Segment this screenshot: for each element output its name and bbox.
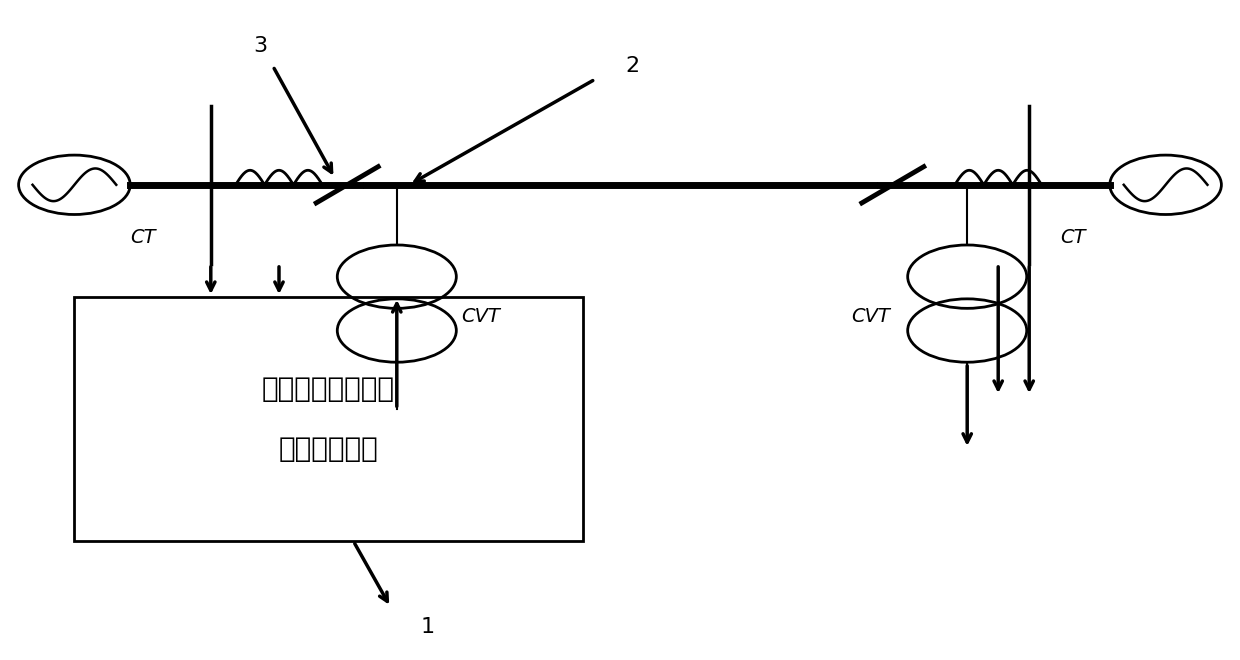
- Text: 3: 3: [253, 36, 268, 56]
- Text: CVT: CVT: [852, 308, 890, 326]
- Text: CT: CT: [130, 228, 155, 247]
- Text: 2: 2: [625, 56, 640, 76]
- Text: 应用本发明方法的: 应用本发明方法的: [262, 376, 396, 403]
- Text: CT: CT: [1060, 228, 1086, 247]
- Text: 线路保护装置: 线路保护装置: [279, 435, 378, 463]
- Text: 1: 1: [420, 617, 435, 637]
- Text: CVT: CVT: [461, 308, 500, 326]
